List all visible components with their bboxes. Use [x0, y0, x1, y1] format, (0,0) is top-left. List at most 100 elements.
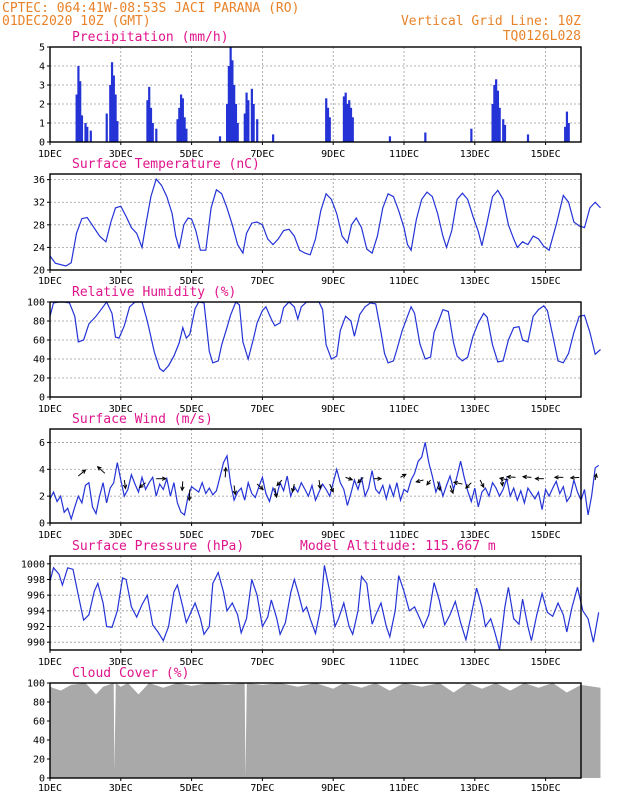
x-tick-label: 13DEC — [460, 657, 490, 668]
precip-bar — [346, 104, 349, 142]
precip-bar — [564, 126, 567, 142]
precip-bar — [250, 88, 253, 142]
wind-arrow — [465, 482, 472, 489]
precip-bar — [349, 107, 353, 142]
precip-bar — [105, 113, 108, 142]
precip-bar — [234, 104, 238, 142]
precip-bar — [149, 107, 153, 142]
pressure-title: Surface Pressure (hPa) — [72, 539, 244, 554]
x-tick-label: 13DEC — [460, 149, 490, 160]
x-tick-label: 13DEC — [460, 404, 490, 415]
temp-frame — [49, 173, 582, 271]
wind-panel: Surface Wind (m/s) 0 2 4 6 1DEC 3DEC 5DEC 7DEC 9… — [38, 412, 600, 541]
wind-arrow — [357, 476, 364, 484]
y-tick-label: 4 — [39, 62, 45, 73]
precip-bar — [236, 123, 239, 142]
wind-arrow-head — [276, 481, 281, 487]
rh-frame — [49, 301, 582, 398]
y-tick-label: 2 — [39, 100, 45, 111]
humidity-panel: Relative Humidity (%) 0 20 40 60 80 100 1DEC 3D… — [27, 285, 601, 415]
precipitation-panel: Precipitation (mm/h) 0 1 2 3 4 5 1DEC 3DEC 5DEC 7… — [38, 30, 582, 160]
wind-arrow-head — [329, 487, 334, 493]
x-tick-label: 3DEC — [109, 149, 133, 160]
x-tick-label: 3DEC — [109, 783, 133, 794]
precip-bar — [496, 90, 500, 142]
x-tick-label: 15DEC — [531, 404, 561, 415]
x-tick-label: 15DEC — [531, 276, 561, 287]
wind-arrow-head — [553, 475, 559, 480]
wind-arrow — [274, 487, 278, 498]
x-tick-label: 15DEC — [531, 783, 561, 794]
wind-arrow-head — [232, 490, 238, 496]
precip-bar — [178, 107, 181, 142]
precip-bar — [470, 128, 473, 142]
precip-bar — [176, 119, 179, 142]
wind-arrow — [318, 479, 321, 489]
y-tick-label: 994 — [27, 606, 45, 617]
wind-arrow-head — [348, 476, 354, 481]
wind-arrow-head — [81, 469, 87, 474]
precip-bar — [185, 128, 188, 142]
precip-bar — [79, 81, 82, 142]
wind-arrow-head — [449, 489, 454, 495]
x-tick-label: 7DEC — [250, 657, 274, 668]
x-tick-label: 15DEC — [531, 657, 561, 668]
precip-bar — [75, 94, 78, 142]
wind-arrow-head — [499, 481, 505, 487]
x-tick-label: 5DEC — [180, 783, 204, 794]
wind-arrow — [345, 476, 353, 481]
y-tick-label: 0 — [39, 138, 45, 149]
x-tick-label: 1DEC — [38, 783, 62, 794]
pressure-series-line — [49, 565, 600, 651]
wind-arrow — [188, 489, 191, 501]
y-tick-label: 996 — [27, 591, 45, 602]
y-tick-label: 998 — [27, 575, 45, 586]
precip-bar — [155, 128, 158, 142]
wind-arrow-head — [426, 480, 431, 486]
precip-bar — [227, 66, 230, 142]
y-tick-label: 0 — [39, 393, 45, 404]
header-line2-right: TQ0126L028 — [503, 29, 581, 44]
precip-bar — [112, 75, 115, 142]
wind-arrow-head — [180, 486, 185, 492]
y-tick-label: 2 — [39, 492, 45, 503]
wind-arrow-head — [223, 466, 228, 472]
precip-bar — [148, 86, 151, 142]
wind-arrow-head — [569, 475, 575, 480]
humidity-title: Relative Humidity (%) — [72, 285, 236, 300]
precip-bar — [179, 94, 183, 142]
wind-title: Surface Wind (m/s) — [72, 412, 213, 427]
pressure-panel: Surface Pressure (hPa) Model Altitude: 1… — [21, 539, 600, 668]
precip-bar — [229, 47, 232, 142]
precip-bar — [565, 111, 569, 142]
precip-bar — [348, 100, 351, 142]
precip-bar — [109, 85, 112, 142]
wind-arrow — [416, 479, 424, 483]
precip-bar — [493, 85, 496, 142]
precipitation-title: Precipitation (mm/h) — [72, 30, 229, 45]
x-tick-label: 3DEC — [109, 404, 133, 415]
wind-arrow — [479, 479, 485, 488]
wind-arrow — [123, 479, 127, 489]
cloud-cover-title: Cloud Cover (%) — [72, 666, 189, 681]
x-tick-label: 9DEC — [321, 404, 345, 415]
y-tick-label: 36 — [33, 175, 45, 186]
x-tick-label: 7DEC — [250, 276, 274, 287]
y-tick-label: 60 — [33, 336, 45, 347]
x-tick-label: 1DEC — [38, 149, 62, 160]
y-tick-label: 20 — [33, 266, 45, 277]
y-tick-label: 80 — [33, 698, 45, 709]
x-tick-label: 11DEC — [389, 276, 419, 287]
x-tick-label: 13DEC — [460, 276, 490, 287]
x-tick-label: 5DEC — [180, 149, 204, 160]
precip-bar — [80, 115, 84, 142]
precip-bar — [495, 79, 498, 142]
precip-bar — [114, 94, 117, 142]
precip-bar — [424, 132, 427, 142]
y-tick-label: 1 — [39, 119, 45, 130]
wind-arrow-head — [480, 483, 485, 489]
precip-bar — [491, 104, 494, 142]
x-tick-label: 15DEC — [531, 530, 561, 541]
wind-arrow — [291, 483, 295, 492]
